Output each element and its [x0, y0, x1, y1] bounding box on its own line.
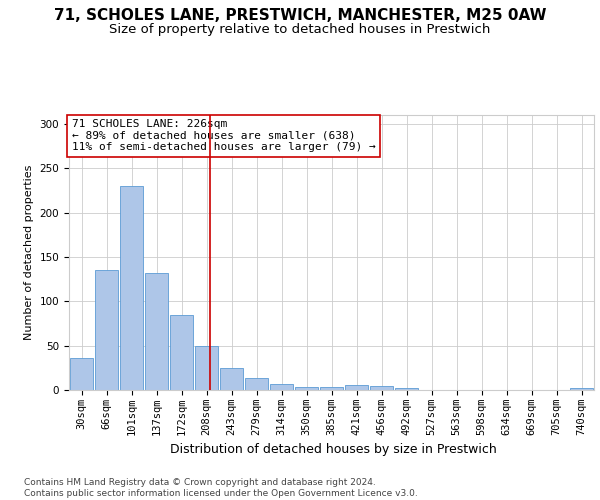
Text: Distribution of detached houses by size in Prestwich: Distribution of detached houses by size …: [170, 442, 496, 456]
Bar: [195, 346, 218, 390]
Text: 71 SCHOLES LANE: 226sqm
← 89% of detached houses are smaller (638)
11% of semi-d: 71 SCHOLES LANE: 226sqm ← 89% of detache…: [71, 119, 376, 152]
Bar: [245, 378, 268, 390]
Y-axis label: Number of detached properties: Number of detached properties: [24, 165, 34, 340]
Bar: [120, 186, 143, 390]
Bar: [70, 358, 93, 390]
Bar: [170, 314, 193, 390]
Bar: [220, 368, 243, 390]
Bar: [95, 270, 118, 390]
Bar: [345, 384, 368, 390]
Text: Size of property relative to detached houses in Prestwich: Size of property relative to detached ho…: [109, 22, 491, 36]
Bar: [145, 273, 168, 390]
Bar: [320, 388, 343, 390]
Bar: [295, 388, 318, 390]
Bar: [270, 384, 293, 390]
Bar: [570, 388, 593, 390]
Bar: [370, 386, 393, 390]
Text: 71, SCHOLES LANE, PRESTWICH, MANCHESTER, M25 0AW: 71, SCHOLES LANE, PRESTWICH, MANCHESTER,…: [54, 8, 546, 22]
Bar: [395, 388, 418, 390]
Text: Contains HM Land Registry data © Crown copyright and database right 2024.
Contai: Contains HM Land Registry data © Crown c…: [24, 478, 418, 498]
